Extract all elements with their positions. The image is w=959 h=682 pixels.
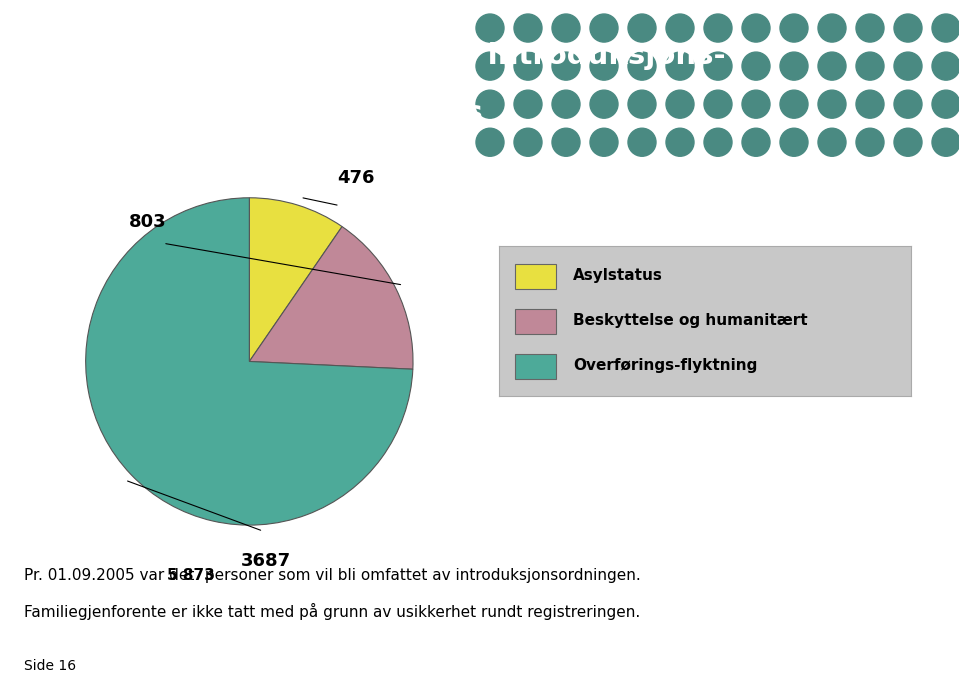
Ellipse shape: [704, 128, 732, 156]
Ellipse shape: [894, 90, 922, 118]
Ellipse shape: [780, 90, 808, 118]
Ellipse shape: [628, 90, 656, 118]
Ellipse shape: [894, 52, 922, 80]
Ellipse shape: [856, 14, 884, 42]
Ellipse shape: [742, 14, 770, 42]
Ellipse shape: [742, 90, 770, 118]
Ellipse shape: [666, 14, 694, 42]
Ellipse shape: [932, 128, 959, 156]
Ellipse shape: [932, 90, 959, 118]
Ellipse shape: [704, 90, 732, 118]
Ellipse shape: [742, 128, 770, 156]
Ellipse shape: [856, 52, 884, 80]
Ellipse shape: [552, 14, 580, 42]
Ellipse shape: [628, 52, 656, 80]
Ellipse shape: [780, 14, 808, 42]
Ellipse shape: [666, 128, 694, 156]
Text: Familiegjenforente er ikke tatt med på grunn av usikkerhet rundt registreringen.: Familiegjenforente er ikke tatt med på g…: [24, 603, 641, 619]
Ellipse shape: [780, 52, 808, 80]
Ellipse shape: [894, 128, 922, 156]
Wedge shape: [249, 198, 342, 361]
Ellipse shape: [590, 52, 618, 80]
Text: ordningen, fordelt på status: ordningen, fordelt på status: [18, 95, 482, 127]
Ellipse shape: [514, 14, 542, 42]
Ellipse shape: [628, 14, 656, 42]
Ellipse shape: [514, 128, 542, 156]
Ellipse shape: [476, 52, 504, 80]
Ellipse shape: [628, 128, 656, 156]
Text: Overførings-flyktning: Overførings-flyktning: [573, 358, 758, 373]
Ellipse shape: [666, 52, 694, 80]
Wedge shape: [249, 226, 413, 369]
Text: personer som vil bli omfattet av introduksjonsordningen.: personer som vil bli omfattet av introdu…: [200, 568, 641, 583]
Ellipse shape: [818, 52, 846, 80]
Ellipse shape: [476, 14, 504, 42]
FancyBboxPatch shape: [515, 308, 556, 334]
Ellipse shape: [704, 52, 732, 80]
Ellipse shape: [742, 52, 770, 80]
Ellipse shape: [856, 90, 884, 118]
Text: 5 873: 5 873: [167, 568, 215, 583]
Text: Side 16: Side 16: [24, 659, 76, 672]
Ellipse shape: [514, 90, 542, 118]
Text: Beskyttelse og humanitært: Beskyttelse og humanitært: [573, 313, 807, 328]
Ellipse shape: [780, 128, 808, 156]
Text: Pr. 01.09.2005 var det: Pr. 01.09.2005 var det: [24, 568, 199, 583]
Ellipse shape: [894, 14, 922, 42]
Ellipse shape: [514, 52, 542, 80]
Ellipse shape: [590, 128, 618, 156]
Ellipse shape: [932, 52, 959, 80]
Text: 803: 803: [129, 213, 167, 231]
Ellipse shape: [932, 14, 959, 42]
Ellipse shape: [590, 14, 618, 42]
Ellipse shape: [704, 14, 732, 42]
Ellipse shape: [818, 128, 846, 156]
Ellipse shape: [818, 90, 846, 118]
Ellipse shape: [552, 90, 580, 118]
Wedge shape: [85, 198, 412, 525]
Ellipse shape: [856, 128, 884, 156]
Ellipse shape: [552, 52, 580, 80]
Text: 476: 476: [337, 169, 374, 187]
Ellipse shape: [552, 128, 580, 156]
FancyBboxPatch shape: [515, 263, 556, 289]
Ellipse shape: [590, 90, 618, 118]
Text: Asylstatus: Asylstatus: [573, 268, 663, 283]
FancyBboxPatch shape: [515, 353, 556, 379]
Text: Bosatte med rett og plikt til introduksjons-: Bosatte med rett og plikt til introduksj…: [18, 42, 726, 70]
Ellipse shape: [476, 90, 504, 118]
Ellipse shape: [818, 14, 846, 42]
Text: 3687: 3687: [241, 552, 291, 570]
Ellipse shape: [476, 128, 504, 156]
Ellipse shape: [666, 90, 694, 118]
